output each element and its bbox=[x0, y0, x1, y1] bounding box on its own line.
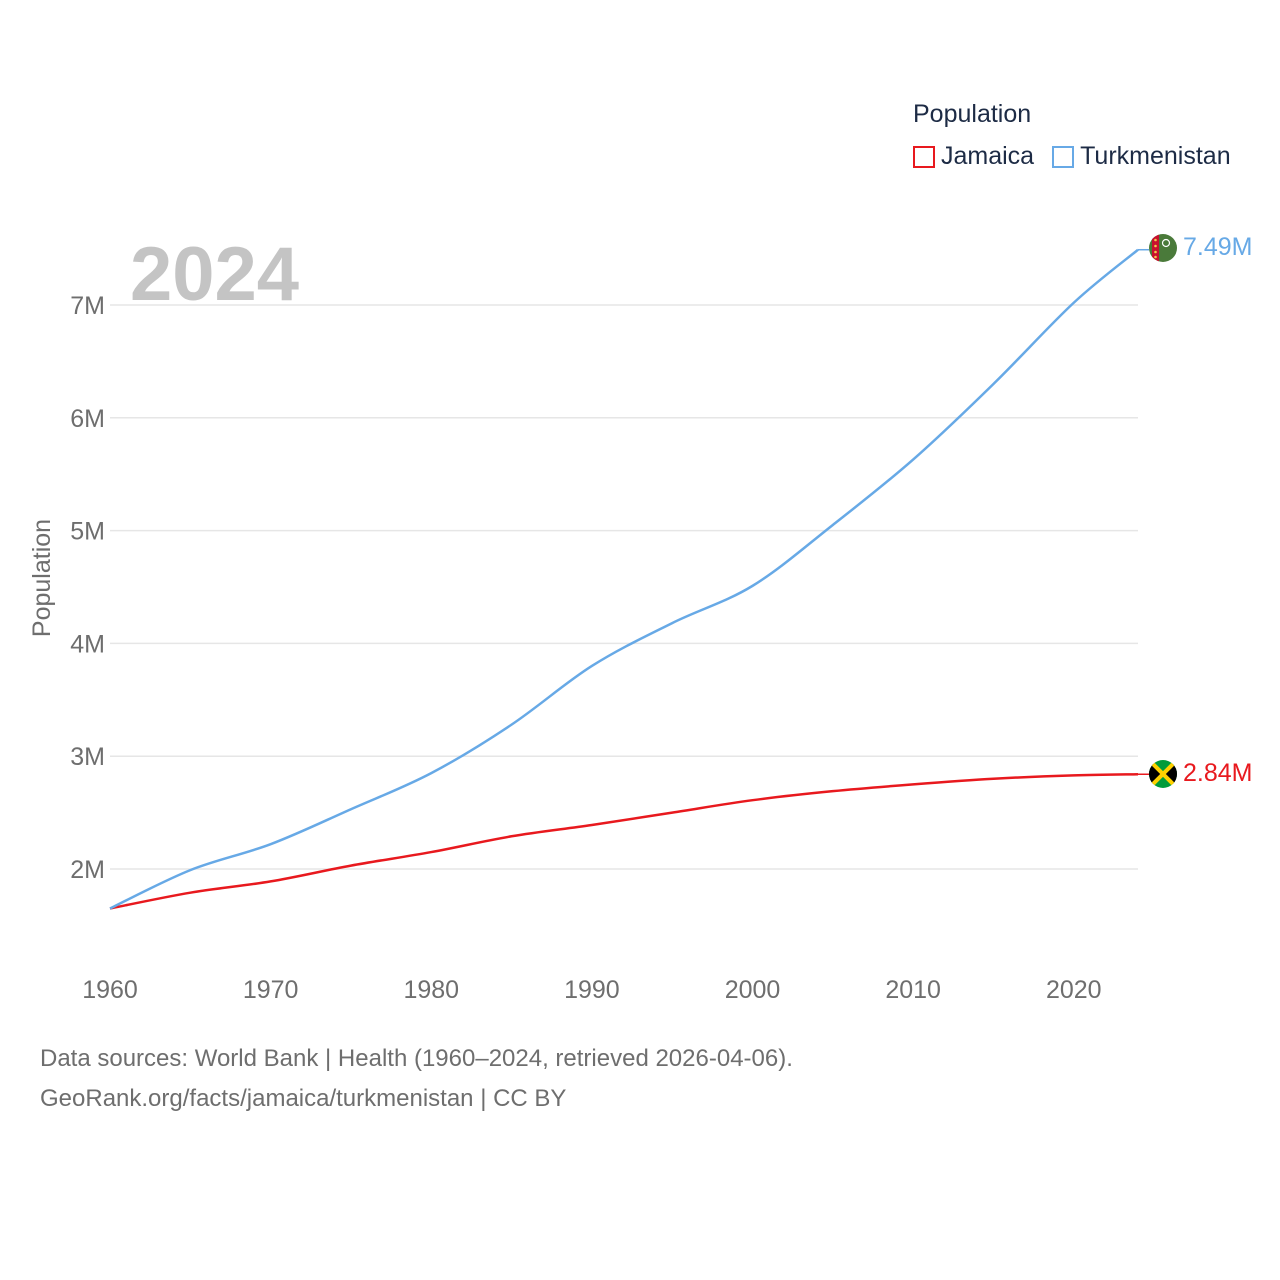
y-axis: 2M 3M 4M 5M 6M 7M bbox=[70, 292, 105, 884]
data-source-text: Data sources: World Bank | Health (1960–… bbox=[40, 1045, 793, 1072]
y-tick-label: 5M bbox=[70, 518, 105, 546]
y-tick-label: 7M bbox=[70, 292, 105, 320]
turkmenistan-flag-icon bbox=[1149, 234, 1177, 262]
end-label-turkmenistan: 7.49M bbox=[1183, 233, 1252, 261]
y-tick-label: 4M bbox=[70, 630, 105, 658]
y-axis-title: Population bbox=[28, 519, 56, 637]
series-line-jamaica[interactable] bbox=[109, 772, 1139, 910]
legend-label-jamaica: Jamaica bbox=[941, 142, 1035, 170]
end-label-jamaica: 2.84M bbox=[1183, 759, 1252, 787]
legend-swatch-jamaica bbox=[913, 145, 935, 168]
legend: Jamaica Turkmenistan bbox=[913, 142, 1231, 171]
legend-item-jamaica[interactable]: Jamaica bbox=[913, 142, 1034, 171]
legend-item-turkmenistan[interactable]: Turkmenistan bbox=[1052, 142, 1231, 171]
x-tick-label: 1980 bbox=[403, 976, 459, 1004]
legend-label-turkmenistan: Turkmenistan bbox=[1080, 142, 1231, 170]
x-tick-label: 2010 bbox=[885, 976, 941, 1004]
x-tick-label: 2000 bbox=[725, 976, 781, 1004]
series-line-turkmenistan[interactable] bbox=[109, 248, 1139, 910]
jamaica-flag-icon bbox=[1149, 760, 1177, 788]
attribution-text: GeoRank.org/facts/jamaica/turkmenistan |… bbox=[40, 1085, 567, 1112]
legend-title: Population bbox=[913, 100, 1032, 128]
x-tick-label: 2020 bbox=[1046, 976, 1102, 1004]
legend-swatch-turkmenistan bbox=[1052, 145, 1075, 168]
x-axis: 1960 1970 1980 1990 2000 2010 2020 bbox=[82, 976, 1101, 1004]
gridlines bbox=[110, 304, 1138, 870]
y-tick-label: 3M bbox=[70, 743, 105, 771]
y-tick-label: 2M bbox=[70, 856, 105, 884]
x-tick-label: 1960 bbox=[82, 976, 138, 1004]
x-tick-label: 1990 bbox=[564, 976, 620, 1004]
year-label: 2024 bbox=[130, 232, 299, 317]
y-tick-label: 6M bbox=[70, 405, 105, 433]
x-tick-label: 1970 bbox=[243, 976, 299, 1004]
series-lines bbox=[109, 248, 1149, 910]
